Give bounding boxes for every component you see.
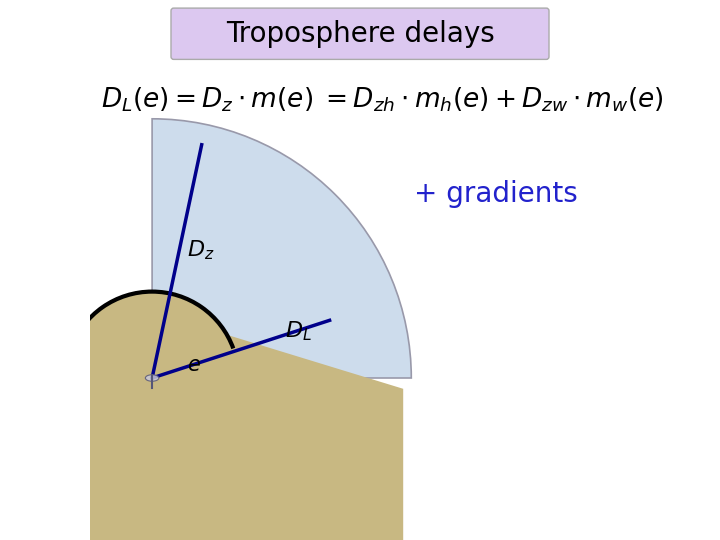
Text: + gradients: + gradients — [414, 180, 577, 208]
Text: $D_L(e) = D_z \cdot m(e)\;  = D_{zh} \cdot m_h(e) + D_{zw} \cdot m_w(e)$: $D_L(e) = D_z \cdot m(e)\; = D_{zh} \cdo… — [101, 86, 664, 114]
Text: Troposphere delays: Troposphere delays — [225, 20, 495, 48]
Wedge shape — [152, 119, 411, 378]
FancyBboxPatch shape — [171, 8, 549, 59]
Polygon shape — [77, 292, 403, 540]
Text: $D_L$: $D_L$ — [285, 319, 312, 343]
Ellipse shape — [145, 375, 159, 381]
Text: $e$: $e$ — [187, 355, 201, 375]
Text: $D_z$: $D_z$ — [187, 238, 215, 261]
